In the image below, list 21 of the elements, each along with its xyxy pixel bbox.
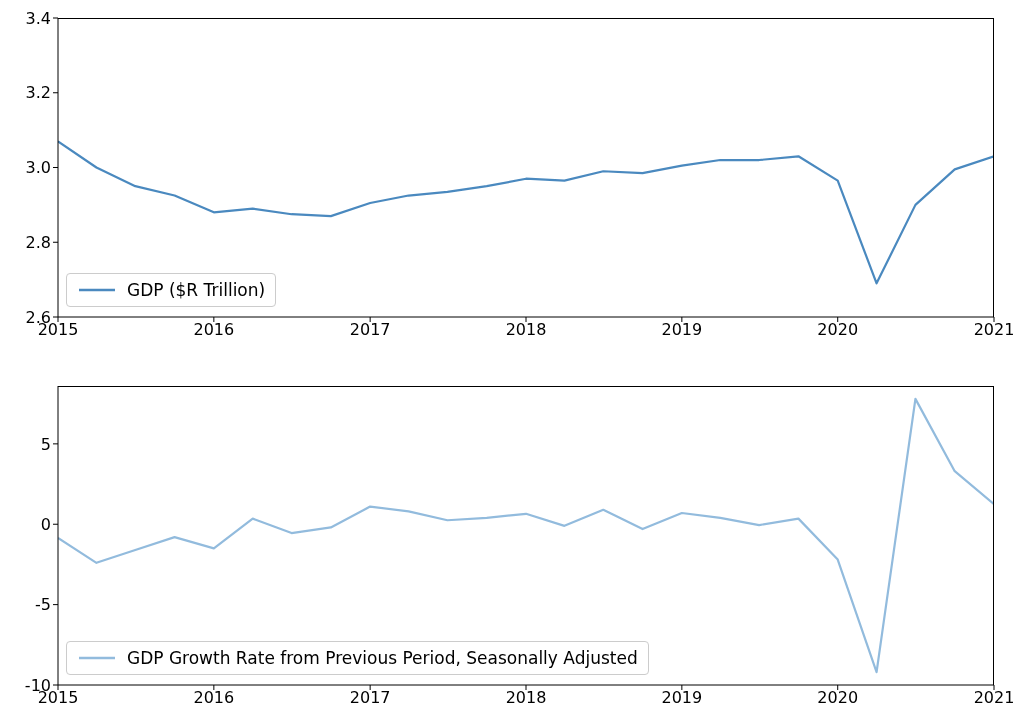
x-tick-label: 2017 bbox=[349, 320, 391, 340]
x-tick-label: 2020 bbox=[817, 320, 859, 340]
x-tick-label: 2016 bbox=[193, 688, 235, 708]
x-tick-label: 2017 bbox=[349, 688, 391, 708]
x-tick-label: 2021 bbox=[973, 320, 1015, 340]
x-tick-label: 2018 bbox=[505, 320, 547, 340]
y-tick-label: 5 bbox=[40, 434, 51, 454]
x-tick-label: 2016 bbox=[193, 320, 235, 340]
legend-label: GDP ($R Trillion) bbox=[127, 280, 266, 300]
x-tick-label: 2019 bbox=[661, 688, 703, 708]
y-tick-label: 3.4 bbox=[25, 8, 51, 28]
y-tick-label: 3.0 bbox=[25, 158, 51, 178]
x-tick-label: 2019 bbox=[661, 320, 703, 340]
x-tick-label: 2018 bbox=[505, 688, 547, 708]
x-tick-label: 2021 bbox=[973, 688, 1015, 708]
y-tick-label: 3.2 bbox=[25, 83, 51, 103]
y-tick-label: 0 bbox=[40, 514, 51, 534]
legend-label: GDP Growth Rate from Previous Period, Seasonally Adjusted bbox=[127, 648, 638, 668]
y-tick-label: 2.8 bbox=[25, 232, 51, 252]
y-tick-label: -5 bbox=[35, 595, 51, 615]
x-tick-label: 2020 bbox=[817, 688, 859, 708]
